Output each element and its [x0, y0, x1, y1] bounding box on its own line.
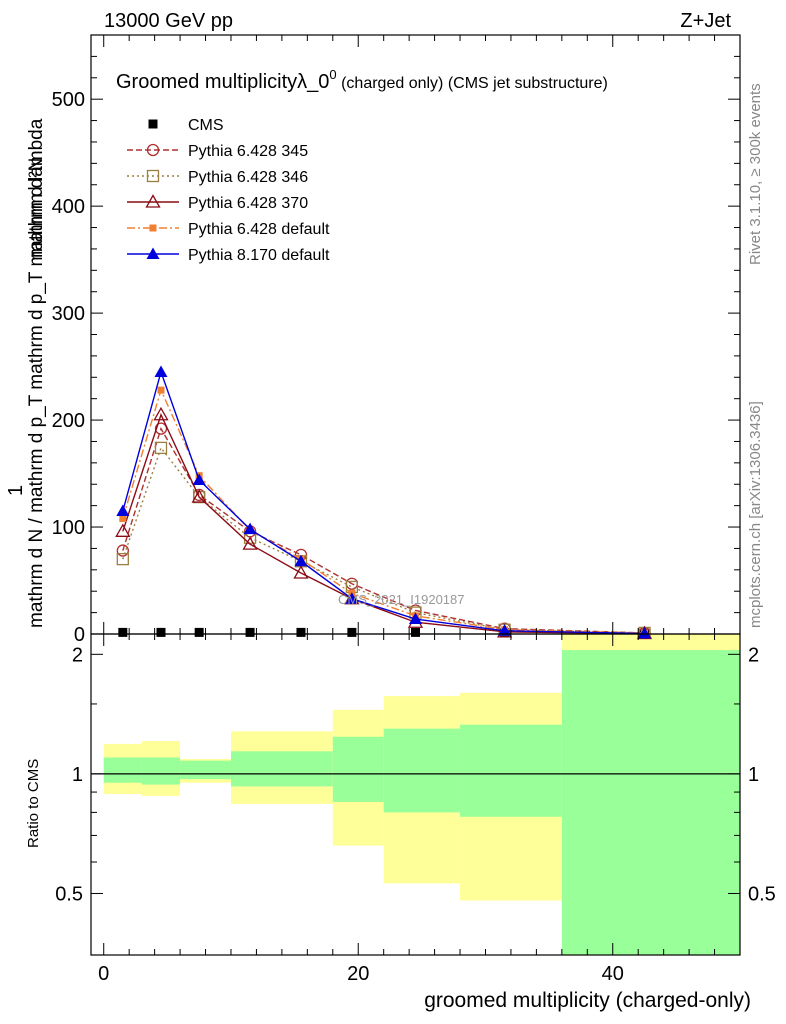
data-point-1-0 — [116, 544, 129, 557]
legend-marker-5 — [146, 247, 160, 259]
ylabel-numerator: mathrm d²N — [26, 158, 47, 258]
data-point-0-1 — [156, 627, 166, 637]
stat-uncertainty-band-2 — [180, 760, 231, 780]
data-point-5-5 — [345, 592, 359, 604]
stat-uncertainty-band-7 — [561, 650, 740, 955]
data-point-5-4 — [294, 554, 308, 567]
stat-uncertainty-band-6 — [460, 724, 562, 817]
main-y-tick-label-3: 300 — [52, 303, 85, 325]
series-layer — [115, 365, 653, 640]
legend-label-2: Pythia 6.428 346 — [188, 169, 308, 186]
data-point-4-1 — [157, 386, 165, 394]
legend-label-3: Pythia 6.428 370 — [188, 195, 308, 212]
source-label: mcplots.cern.ch [arXiv:1306.3436] — [747, 401, 764, 628]
legend-marker-4 — [149, 224, 157, 232]
data-point-4-0 — [119, 514, 127, 522]
data-point-0-5 — [347, 627, 357, 637]
x-axis-label: groomed multiplicity (charged-only) — [424, 989, 751, 1012]
data-point-5-6 — [409, 612, 422, 625]
ratio-x-tick-label-0: 0 — [98, 963, 109, 985]
ratio-y-tick-label-right-0: 0.5 — [748, 883, 776, 905]
axes-layer: 0 100 200 300 400 500 0 20 40 0.5 0.5 1 1 2 2 — [52, 35, 776, 985]
process-label: Z+Jet — [680, 10, 731, 32]
data-point-2-0 — [116, 552, 129, 566]
legend-label-0: CMS — [188, 117, 224, 134]
legend-marker-1 — [146, 143, 160, 157]
data-point-5-2 — [192, 473, 206, 485]
ratio-x-tick-label-2: 40 — [602, 963, 624, 985]
ratio-x-tick-label-1: 20 — [347, 963, 369, 985]
data-point-5-3 — [243, 522, 257, 535]
rivet-label: Rivet 3.1.10, ≥ 300k events — [747, 83, 764, 265]
plot-title-sup: 0 — [329, 67, 336, 82]
legend-label-1: Pythia 6.428 345 — [188, 143, 308, 160]
plot-title-tail: (charged only) (CMS jet substructure) — [337, 75, 608, 92]
data-point-3-0 — [115, 523, 131, 537]
legend-marker-0 — [148, 119, 158, 129]
data-point-0-6 — [411, 627, 420, 637]
legend-label-4: Pythia 6.428 default — [188, 221, 330, 238]
main-y-tick-label-4: 400 — [52, 196, 85, 218]
series-line-4 — [122, 388, 645, 634]
main-y-tick-label-0: 0 — [74, 624, 85, 646]
ratio-plot-frame — [90, 633, 741, 956]
series-line-1 — [122, 426, 645, 634]
plot-title-main: Groomed multiplicityλ_0 — [116, 71, 329, 93]
ratio-y-tick-label-1: 1 — [72, 764, 83, 786]
data-point-3-4 — [293, 565, 309, 579]
data-point-0-4 — [296, 627, 306, 637]
ylabel-bottom: mathrm d N / mathrm d p_T mathrm d p_T m… — [26, 118, 47, 628]
legend-label-5: Pythia 8.170 default — [188, 247, 330, 264]
data-point-1-1 — [154, 422, 168, 435]
data-point-0-2 — [194, 627, 204, 637]
data-point-5-0 — [116, 504, 130, 516]
main-y-tick-label-1: 100 — [52, 517, 85, 539]
data-point-5-1 — [154, 365, 168, 377]
ratio-y-axis-label: Ratio to CMS — [25, 759, 42, 848]
plot-title: Groomed multiplicityλ_00 (charged only) … — [116, 67, 608, 93]
data-point-5-8 — [638, 626, 652, 639]
stat-uncertainty-band-5 — [383, 728, 461, 813]
stat-uncertainty-band-4 — [332, 736, 384, 802]
data-point-0-3 — [245, 627, 255, 637]
watermark: CMS_2021_I1920187 — [338, 592, 465, 607]
data-point-3-1 — [153, 406, 169, 421]
data-point-3-3 — [242, 536, 258, 550]
legend-marker-3 — [145, 194, 161, 208]
ratio-y-tick-label-2: 2 — [72, 644, 83, 666]
ylabel-top: 1 — [5, 485, 27, 496]
data-point-5-7 — [498, 624, 512, 636]
series-5 — [116, 365, 652, 639]
ratio-y-tick-label-0: 0.5 — [55, 883, 83, 905]
ratio-y-tick-label-right-1: 1 — [748, 764, 759, 786]
legend: CMS Pythia 6.428 345 Pythia 6.428 346 Pythi… — [127, 117, 330, 264]
main-y-tick-label-2: 200 — [52, 410, 85, 432]
data-point-2-1 — [154, 441, 168, 455]
data-point-0-0 — [118, 627, 128, 637]
stat-uncertainty-band-3 — [230, 751, 333, 787]
main-y-axis-label: mathrm d²N 1 mathrm d N / mathrm d p_T m… — [5, 118, 47, 628]
stat-uncertainty-band-0 — [103, 757, 142, 783]
ratio-bands — [91, 634, 740, 955]
ratio-y-tick-label-right-2: 2 — [748, 644, 759, 666]
data-point-3-2 — [191, 489, 207, 503]
energy-label: 13000 GeV pp — [104, 10, 233, 32]
main-y-tick-label-5: 500 — [52, 89, 85, 111]
legend-marker-2 — [146, 169, 160, 183]
stat-uncertainty-band-1 — [141, 757, 181, 785]
series-line-3 — [122, 412, 645, 635]
